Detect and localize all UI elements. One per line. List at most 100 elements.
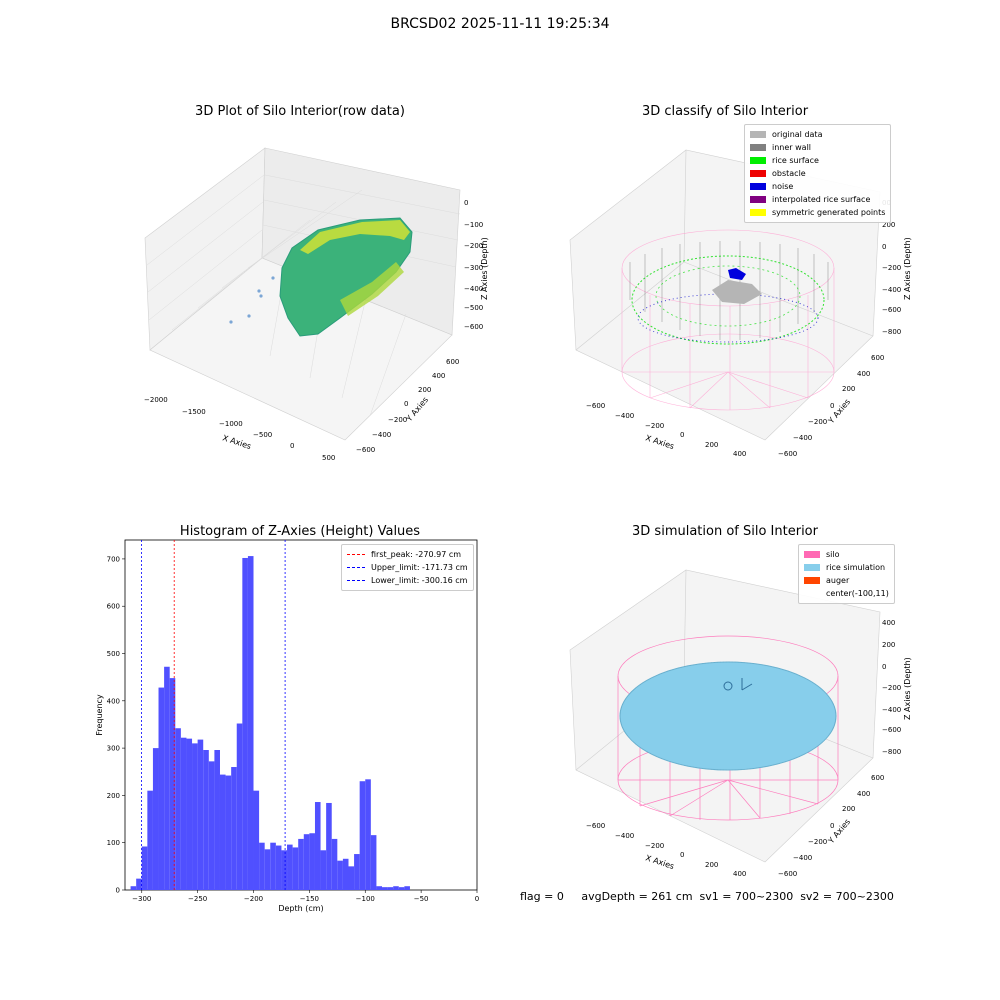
legend-lower-limit: Lower_limit: -300.16 cm (347, 574, 468, 587)
histogram-bar (320, 850, 327, 890)
svg-text:0: 0 (882, 243, 886, 251)
svg-text:400: 400 (733, 450, 746, 458)
histogram-y-tick-label: 500 (107, 650, 120, 658)
classify-noise-cluster (728, 268, 746, 280)
simulation-rice-surface (619, 661, 837, 771)
svg-text:600: 600 (871, 354, 884, 362)
histogram-x-tick-label: −250 (188, 895, 207, 903)
raw-3d-axes: −2000 −1500 −1000 −500 0 500 X Axies −60… (144, 147, 489, 462)
histogram-bar (298, 838, 304, 890)
svg-text:200: 200 (705, 861, 718, 869)
svg-text:0: 0 (830, 822, 834, 830)
histogram-x-label: Depth (cm) (278, 904, 323, 913)
legend-rice-surface: rice surface (750, 154, 885, 167)
classify-silo-wireframe (621, 229, 835, 411)
svg-text:400: 400 (432, 372, 445, 380)
simulation-3d-axes: −600 −400 −200 0 200 400 X Axies −600 −4… (569, 569, 912, 878)
histogram-bar (152, 748, 159, 890)
histogram-bar (281, 850, 288, 890)
histogram-x-ticks: −300 −250 −200 −150 −100 −50 0 (132, 890, 479, 903)
histogram-bar (203, 750, 209, 890)
swatch-center (804, 590, 820, 597)
svg-text:−600: −600 (882, 306, 901, 314)
line-lower-limit (347, 580, 365, 581)
swatch-noise (750, 183, 766, 190)
histogram-bar (309, 833, 315, 890)
histogram-bar (348, 866, 355, 890)
histogram-x-tick-label: −300 (132, 895, 151, 903)
raw-z-label: Z Axies (Depth) (480, 237, 489, 300)
svg-text:0: 0 (882, 663, 886, 671)
raw-x-ticks: −2000 −1500 −1000 −500 0 500 (144, 396, 335, 462)
histogram-legend: first_peak: -270.97 cm Upper_limit: -171… (341, 544, 474, 591)
swatch-symmetric (750, 209, 766, 216)
classify-z-label: Z Axies (Depth) (903, 237, 912, 300)
histogram-y-ticks: 0 100 200 300 400 500 600 700 (107, 555, 125, 895)
histogram-bar (376, 886, 383, 890)
svg-text:200: 200 (882, 221, 895, 229)
svg-text:−600: −600 (882, 726, 901, 734)
svg-text:200: 200 (882, 641, 895, 649)
line-first-peak (347, 554, 365, 555)
svg-text:−800: −800 (882, 328, 901, 336)
histogram-bar (292, 847, 299, 890)
histogram-bar (192, 743, 198, 890)
svg-text:−200: −200 (645, 842, 664, 850)
simulation-x-label: X Axies (644, 853, 675, 871)
histogram-bar (247, 556, 254, 890)
svg-text:−200: −200 (882, 264, 901, 272)
svg-text:600: 600 (446, 358, 459, 366)
histogram-bar (331, 838, 338, 890)
legend-first-peak: first_peak: -270.97 cm (347, 548, 468, 561)
histogram-bar (141, 846, 148, 890)
simulation-z-label: Z Axies (Depth) (903, 657, 912, 720)
histogram-x-tick-label: −150 (300, 895, 319, 903)
simulation-x-ticks: −600 −400 −200 0 200 400 (586, 822, 746, 878)
swatch-rice-surface (750, 157, 766, 164)
histogram-bar (208, 761, 215, 890)
histogram-y-tick-label: 300 (107, 745, 120, 753)
classify-legend: original data inner wall rice surface ob… (744, 124, 892, 223)
svg-text:−600: −600 (356, 446, 375, 454)
svg-text:−400: −400 (793, 434, 812, 442)
svg-text:400: 400 (857, 370, 870, 378)
legend-upper-limit: Upper_limit: -171.73 cm (347, 561, 468, 574)
svg-text:−800: −800 (882, 748, 901, 756)
figure-title: BRCSD02 2025-11-11 19:25:34 (390, 16, 610, 32)
histogram-y-label: Frequency (95, 694, 104, 736)
legend-rice-simulation: rice simulation (804, 561, 889, 574)
raw-x-label: X Axies (221, 433, 252, 451)
histogram-bar (175, 728, 181, 890)
histogram-bar (326, 802, 332, 890)
raw-z-ticks: 0 −100 −200 −300 −400 −500 −600 (464, 199, 483, 331)
svg-text:−500: −500 (464, 304, 483, 312)
raw-y-ticks: −600 −400 −200 0 200 400 600 (356, 358, 459, 454)
histogram-bar (236, 723, 243, 890)
status-line: flag = 0 avgDepth = 261 cm sv1 = 700~230… (520, 890, 894, 903)
histogram-bar (214, 750, 220, 890)
histogram-bar (186, 738, 193, 890)
legend-symmetric: symmetric generated points (750, 206, 885, 219)
svg-text:−600: −600 (778, 450, 797, 458)
histogram-title: Histogram of Z-Axies (Height) Values (179, 524, 421, 539)
legend-inner-wall: inner wall (750, 141, 885, 154)
legend-auger: auger (804, 574, 889, 587)
svg-text:400: 400 (733, 870, 746, 878)
histogram-bar (365, 779, 371, 890)
histogram-bar (264, 849, 271, 890)
histogram-bar (287, 844, 293, 890)
histogram-axes: −300 −250 −200 −150 −100 −50 0 0 100 200 300 400 50… (95, 539, 479, 913)
histogram-bar (270, 842, 276, 890)
svg-text:−400: −400 (882, 286, 901, 294)
svg-text:−200: −200 (808, 838, 827, 846)
svg-text:−200: −200 (464, 242, 483, 250)
svg-text:400: 400 (882, 619, 895, 627)
svg-text:−200: −200 (882, 684, 901, 692)
histogram-bar (259, 842, 265, 890)
svg-text:0: 0 (464, 199, 468, 207)
classify-obstacle-original (712, 280, 762, 304)
svg-text:−600: −600 (586, 822, 605, 830)
histogram-bars (130, 556, 410, 890)
swatch-rice-simulation (804, 564, 820, 571)
svg-text:−400: −400 (615, 832, 634, 840)
